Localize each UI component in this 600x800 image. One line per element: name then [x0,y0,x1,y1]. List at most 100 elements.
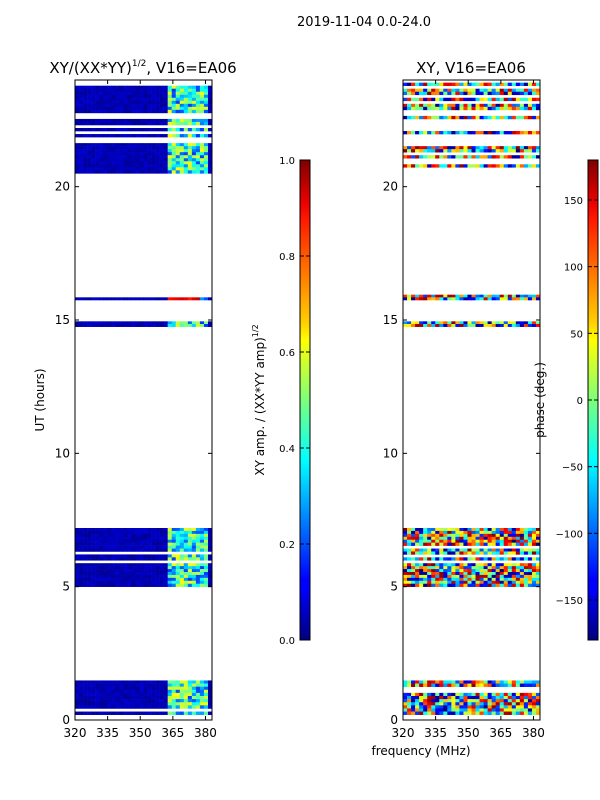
heatmap-cell [155,699,160,703]
heatmap-cell [95,686,100,691]
heatmap-cell [455,321,460,325]
heatmap-cell [415,530,420,535]
heatmap-cell [87,542,92,546]
heatmap-cell [523,557,529,561]
heatmap-cell [175,164,181,168]
heatmap-cell [435,91,440,96]
heatmap-cell [87,683,92,687]
heatmap-cell [487,297,492,301]
heatmap-cell [171,699,177,703]
heatmap-cell [195,580,201,585]
heatmap-cell [155,554,160,558]
heatmap-cell [155,109,160,114]
heatmap-cell [83,699,88,703]
heatmap-cell [151,118,156,123]
heatmap-cell [203,152,209,156]
heatmap-cell [155,321,160,325]
data-band [403,680,540,715]
heatmap-cell [107,100,112,105]
heatmap-cell [479,563,484,567]
heatmap-cell [151,321,156,325]
heatmap-cell [163,692,168,697]
heatmap-cell [475,563,480,567]
heatmap-cell [459,577,464,582]
heatmap-cell [87,324,92,327]
heatmap-cell [535,528,540,532]
heatmap-cell [127,321,132,325]
heatmap-cell [519,566,525,570]
heatmap-cell [155,118,160,123]
heatmap-cell [119,128,124,132]
heatmap-cell [207,109,212,114]
heatmap-cell [183,85,189,90]
heatmap-cell [467,563,472,567]
heatmap-cell [79,146,84,150]
heatmap-cell [75,533,80,538]
heatmap-cell [131,533,136,538]
heatmap-cell [107,566,112,570]
heatmap-cell [423,708,428,712]
heatmap-cell [431,683,436,687]
heatmap-cell [195,106,201,111]
heatmap-cell [151,583,156,587]
heatmap-cell [483,542,488,546]
heatmap-cell [443,583,448,587]
heatmap-cell [127,574,132,579]
heatmap-cell [475,702,480,706]
heatmap-cell [83,528,88,532]
heatmap-cell [447,683,452,687]
heatmap-cell [95,161,100,165]
heatmap-cell [535,115,540,120]
heatmap-cell [507,91,513,96]
heatmap-cell [475,155,480,159]
heatmap-cell [515,569,521,573]
heatmap-cell [95,146,100,150]
heatmap-cell [507,294,513,298]
heatmap-cell [199,542,205,546]
heatmap-cell [475,569,480,573]
heatmap-cell [139,146,144,150]
heatmap-cell [151,569,156,573]
heatmap-cell [507,146,513,150]
heatmap-cell [455,528,460,532]
heatmap-cell [79,167,84,171]
heatmap-cell [163,683,168,687]
heatmap-cell [411,572,416,576]
heatmap-cell [487,131,492,135]
heatmap-cell [415,542,420,546]
heatmap-cell [171,548,177,552]
heatmap-cell [87,152,92,156]
heatmap-cell [427,103,432,108]
heatmap-cell [155,542,160,546]
heatmap-cell [187,533,193,538]
heatmap-cell [111,146,116,150]
heatmap-cell [155,88,160,93]
heatmap-cell [91,94,96,99]
heatmap-cell [75,554,80,558]
heatmap-cell [443,533,448,538]
heatmap-cell [411,683,416,687]
heatmap-cell [119,557,124,561]
heatmap-cell [191,128,197,132]
heatmap-cell [183,118,189,123]
heatmap-cell [487,711,492,715]
heatmap-cell [103,574,108,579]
heatmap-cell [419,548,424,552]
heatmap-cell [183,569,189,573]
heatmap-cell [183,539,189,543]
heatmap-cell [99,134,104,138]
heatmap-cell [207,128,212,132]
heatmap-cell [415,131,420,135]
heatmap-cell [191,686,197,691]
heatmap-cell [203,155,209,159]
heatmap-cell [467,321,472,325]
heatmap-cell [503,530,509,535]
heatmap-cell [171,702,177,706]
heatmap-cell [123,321,128,325]
heatmap-cell [83,686,88,691]
heatmap-cell [495,115,501,120]
heatmap-cell [103,545,108,549]
heatmap-cell [191,548,197,552]
heatmap-cell [167,103,173,108]
heatmap-cell [419,539,424,543]
